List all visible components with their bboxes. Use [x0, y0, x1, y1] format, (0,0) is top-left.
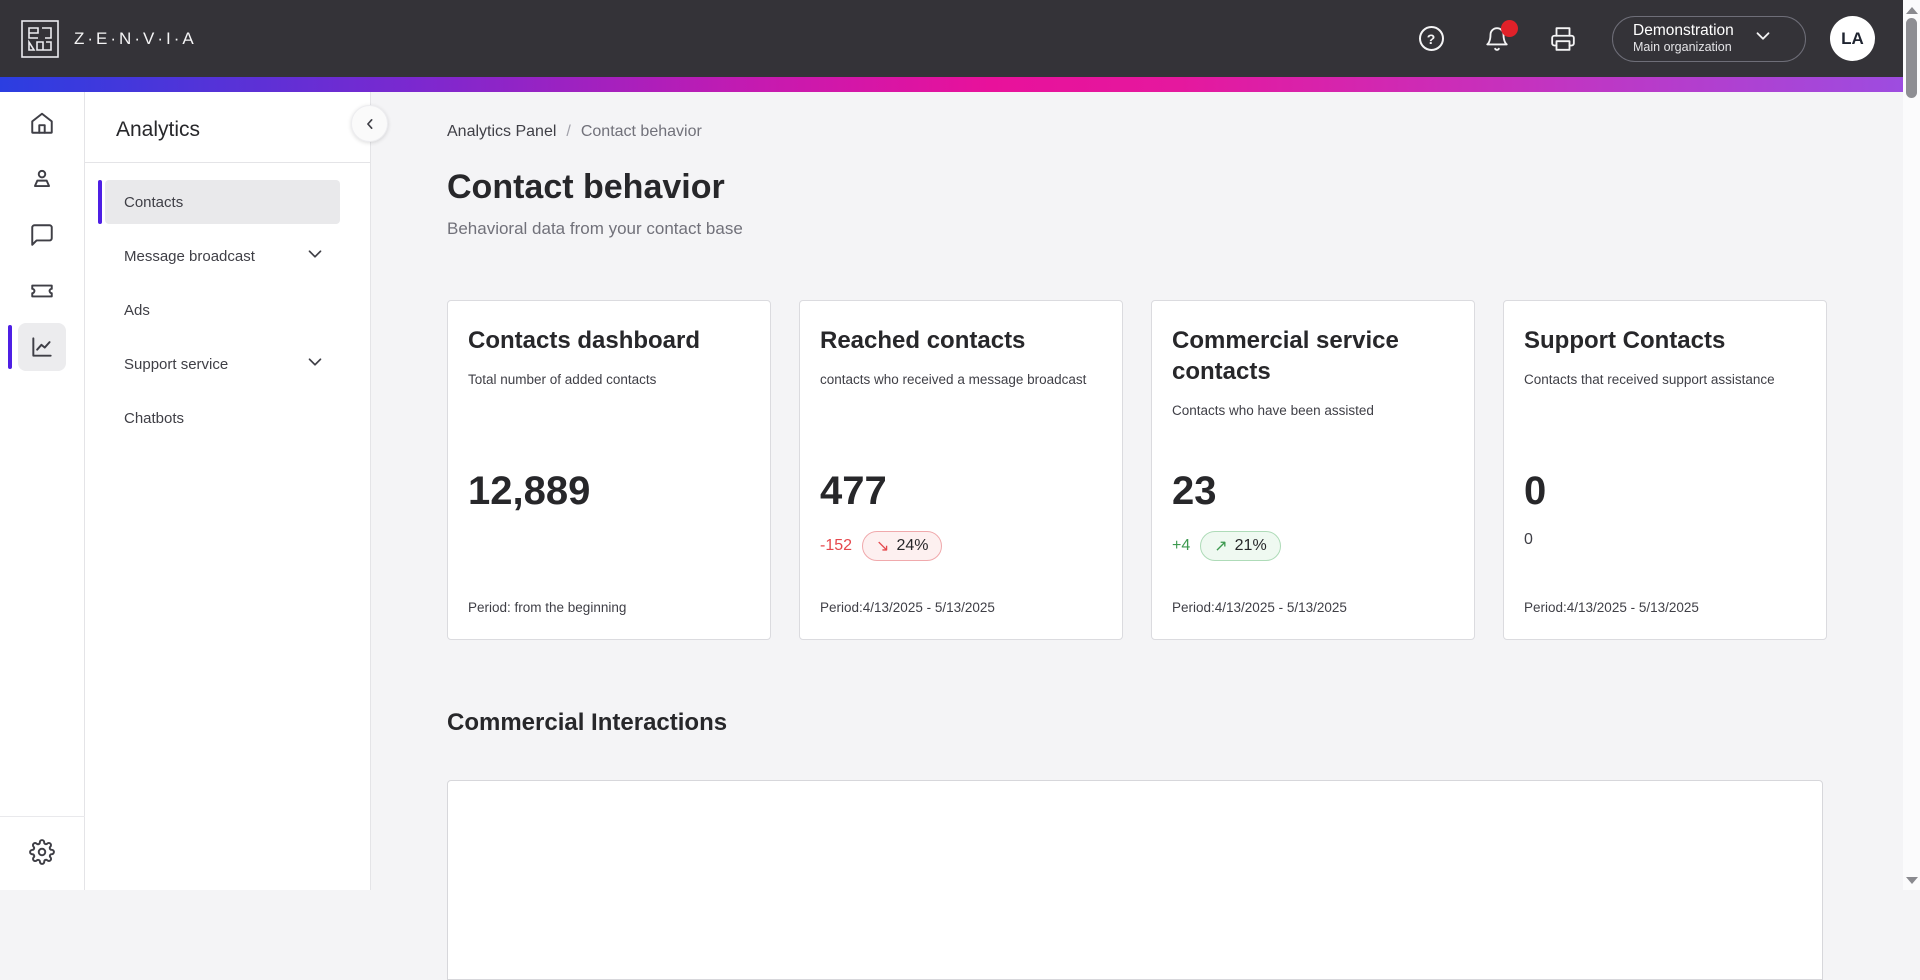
ticket-icon	[31, 284, 53, 298]
sidebar-item-label: Ads	[124, 301, 150, 319]
trend-badge: ↘ 24%	[862, 531, 943, 561]
main-content: Analytics Panel / Contact behavior Conta…	[371, 92, 1903, 980]
nav-analytics[interactable]	[8, 323, 66, 371]
card-title: Reached contacts	[820, 327, 1026, 354]
card-value: 477	[820, 469, 887, 513]
sidebar-item-label: Support service	[124, 355, 229, 373]
delta-value: +4	[1172, 537, 1191, 554]
top-bar: Z·E·N·V·I·A ? Demonstration Main organiz…	[0, 0, 1903, 77]
card-delta: 0	[1524, 531, 1533, 549]
card-support-contacts: Support Contacts Contacts that received …	[1503, 300, 1827, 640]
sidebar-title: Analytics	[85, 92, 370, 163]
trend-percent: 21%	[1234, 537, 1267, 554]
nav-rail	[0, 92, 85, 890]
avatar[interactable]: LA	[1830, 16, 1875, 61]
print-button[interactable]	[1548, 24, 1578, 54]
page-title: Contact behavior	[447, 168, 725, 206]
organization-selector[interactable]: Demonstration Main organization	[1612, 15, 1806, 62]
card-period: Period:4/13/2025 - 5/13/2025	[820, 600, 995, 615]
organization-subtitle: Main organization	[1633, 40, 1732, 55]
card-description: Contacts that received support assistanc…	[1524, 372, 1775, 388]
gear-icon	[29, 839, 55, 865]
delta-value: 0	[1524, 531, 1533, 548]
chevron-down-icon	[304, 243, 326, 269]
brand-name: Z·E·N·V·I·A	[74, 28, 197, 48]
notifications-button[interactable]	[1482, 19, 1518, 54]
trend-up-icon: ↗	[1214, 538, 1228, 555]
sidebar-item-contacts[interactable]: Contacts	[98, 180, 340, 224]
card-delta: +4 ↗ 21%	[1172, 531, 1281, 561]
nav-campaigns[interactable]	[18, 267, 66, 315]
stat-cards-row: Contacts dashboard Total number of added…	[447, 300, 1903, 640]
card-description: contacts who received a message broadcas…	[820, 372, 1087, 388]
trend-down-icon: ↘	[876, 538, 890, 555]
brand-gradient-bar	[0, 77, 1903, 92]
bell-icon	[1486, 26, 1508, 51]
breadcrumb: Analytics Panel / Contact behavior	[447, 123, 1903, 141]
card-delta: -152 ↘ 24%	[820, 531, 943, 561]
card-title: Commercial service contacts	[1172, 327, 1399, 386]
breadcrumb-current: Contact behavior	[580, 123, 702, 140]
card-period: Period:4/13/2025 - 5/13/2025	[1172, 600, 1347, 615]
card-period: Period:4/13/2025 - 5/13/2025	[1524, 600, 1699, 615]
sidebar-item-label: Contacts	[124, 193, 184, 211]
breadcrumb-separator: /	[566, 123, 571, 140]
trend-badge: ↗ 21%	[1200, 531, 1281, 561]
sidebar-item-ads[interactable]: Ads	[105, 288, 340, 332]
nav-home[interactable]	[18, 99, 66, 147]
brand[interactable]: Z·E·N·V·I·A	[20, 19, 197, 59]
card-title: Support Contacts	[1524, 327, 1726, 354]
card-title: Contacts dashboard	[468, 327, 701, 354]
card-contacts-dashboard: Contacts dashboard Total number of added…	[447, 300, 771, 640]
printer-icon	[1551, 26, 1575, 51]
nav-settings[interactable]	[18, 828, 66, 876]
card-description: Total number of added contacts	[468, 372, 657, 388]
section-title-commercial-interactions: Commercial Interactions	[447, 709, 728, 736]
card-commercial-service-contacts: Commercial service contacts Contacts who…	[1151, 300, 1475, 640]
sidebar-item-chatbots[interactable]: Chatbots	[105, 396, 340, 440]
sidebar-item-support-service[interactable]: Support service	[105, 342, 340, 386]
analytics-chart-icon	[32, 337, 52, 357]
chat-bubble-icon	[31, 224, 53, 246]
card-value: 23	[1172, 469, 1217, 513]
sidebar-collapse-button[interactable]	[351, 105, 388, 142]
zenvia-logo-icon	[20, 19, 60, 59]
top-bar-actions: ? Demonstration Main organization	[1380, 15, 1875, 62]
delta-value: -152	[820, 537, 853, 554]
notification-dot	[1501, 19, 1518, 37]
organization-name: Demonstration	[1633, 22, 1734, 39]
card-value: 12,889	[468, 469, 591, 513]
sidebar-item-label: Message broadcast	[124, 247, 255, 265]
chevron-down-icon	[304, 351, 326, 377]
trend-percent: 24%	[896, 537, 929, 554]
page-subtitle: Behavioral data from your contact base	[447, 219, 743, 238]
nav-conversations[interactable]	[18, 211, 66, 259]
app-frame: Analytics Contacts Message broadcast Ads…	[0, 92, 1903, 980]
chevron-down-icon	[1752, 25, 1774, 52]
sidebar-item-message-broadcast[interactable]: Message broadcast	[105, 234, 340, 278]
card-reached-contacts: Reached contacts contacts who received a…	[799, 300, 1123, 640]
nav-contacts[interactable]	[18, 155, 66, 203]
scroll-down-arrow[interactable]	[1903, 872, 1920, 888]
chevron-left-icon	[366, 118, 372, 129]
help-icon: ?	[1418, 26, 1444, 51]
sidebar-menu: Contacts Message broadcast Ads Support s…	[85, 163, 370, 440]
card-period: Period: from the beginning	[468, 600, 627, 615]
card-value: 0	[1524, 469, 1547, 513]
sidebar-item-label: Chatbots	[124, 409, 185, 427]
card-description: Contacts who have been assisted	[1172, 403, 1374, 419]
analytics-sidebar: Analytics Contacts Message broadcast Ads…	[85, 92, 388, 890]
commercial-interactions-card	[447, 780, 1823, 980]
home-icon	[31, 112, 53, 134]
scrollbar-thumb[interactable]	[1906, 18, 1917, 98]
breadcrumb-analytics-panel[interactable]: Analytics Panel	[447, 123, 557, 140]
help-button[interactable]: ?	[1416, 24, 1446, 54]
scroll-up-arrow[interactable]	[1903, 2, 1920, 18]
person-icon	[33, 169, 51, 188]
nav-rail-bottom	[0, 816, 85, 890]
page-scrollbar[interactable]	[1903, 0, 1920, 890]
